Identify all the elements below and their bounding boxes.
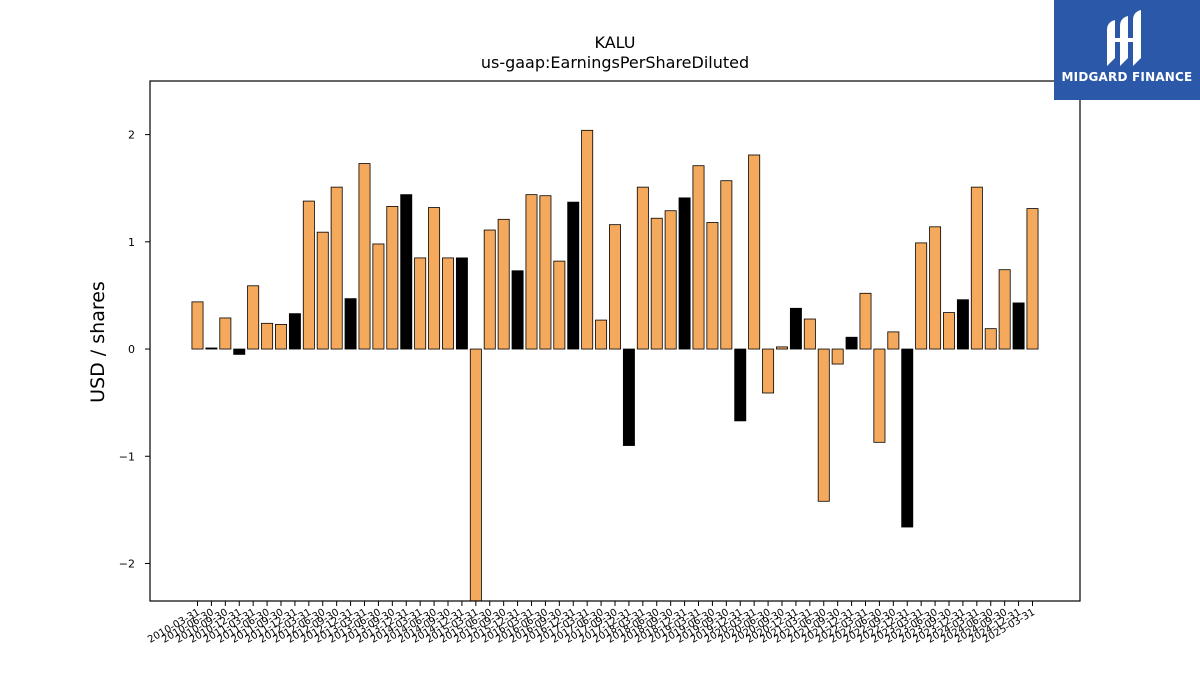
bar-53 [915,242,928,350]
bar-11 [330,186,343,350]
bar-21 [469,348,482,602]
bar-38 [706,222,719,350]
bar-56 [956,299,969,350]
bar-34 [650,217,663,350]
bar-26 [539,195,552,350]
bar-49 [859,292,872,350]
bar-5 [247,285,260,350]
plot-frame [149,80,1081,602]
bar-14 [372,243,385,350]
y-ticks-group: −2 −1 0 1 2 [119,129,150,570]
y-tick-label: 1 [128,236,135,249]
bar-3 [219,317,232,350]
bar-25 [525,194,538,350]
bar-2 [205,347,218,350]
bar-36 [678,197,691,350]
chart-title: KALU [595,33,636,52]
bar-52 [901,348,914,528]
bar-58 [984,328,997,350]
bar-30 [595,319,608,350]
bar-32 [622,348,635,446]
midgard-logo-icon [1107,10,1141,66]
bar-9 [302,200,315,350]
bar-37 [692,165,705,350]
bar-54 [929,226,942,350]
bar-31 [609,224,621,350]
bar-57 [970,186,983,350]
bar-51 [887,331,900,350]
bar-29 [581,129,594,350]
bar-40 [734,348,747,422]
bar-48 [845,336,858,350]
bar-18 [428,207,441,350]
x-ticks-group: 2010-03-312010-06-302010-09-302010-12-31… [146,601,1037,646]
bar-19 [442,257,454,350]
y-tick-label: −2 [119,557,135,570]
bar-23 [497,218,510,350]
bar-45 [803,318,816,350]
bar-17 [414,257,427,350]
bars-group [191,129,1039,602]
bar-28 [567,201,580,350]
bar-6 [261,322,274,350]
y-tick-label: 2 [128,129,135,142]
bar-27 [553,260,566,350]
bar-1 [191,301,204,350]
bar-16 [400,194,413,350]
bar-60 [1012,302,1025,350]
bar-33 [636,186,649,350]
y-tick-label: 0 [128,343,135,356]
bar-22 [483,229,496,350]
bar-39 [720,180,733,350]
bar-46 [817,348,830,502]
brand-name: MIDGARD FINANCE [1061,70,1193,84]
bar-4 [233,348,246,355]
bar-50 [873,348,886,443]
chart-subtitle: us-gaap:EarningsPerShareDiluted [481,53,749,72]
bar-44 [789,307,802,350]
bar-35 [664,210,677,350]
bar-12 [344,298,357,350]
y-tick-label: −1 [119,450,135,463]
bar-13 [358,163,371,350]
bar-59 [998,269,1011,350]
bar-8 [288,313,301,350]
bar-10 [316,231,329,350]
bar-61 [1026,208,1039,350]
bar-20 [455,257,468,350]
bar-7 [275,323,287,350]
y-axis-label: USD / shares [87,281,109,403]
bar-24 [511,270,524,350]
bar-15 [386,206,399,350]
bar-55 [943,312,955,350]
bar-41 [748,154,761,350]
bar-43 [776,346,788,350]
brand-logo: MIDGARD FINANCE [1054,0,1200,100]
bar-42 [762,348,775,394]
bar-47 [831,348,844,365]
